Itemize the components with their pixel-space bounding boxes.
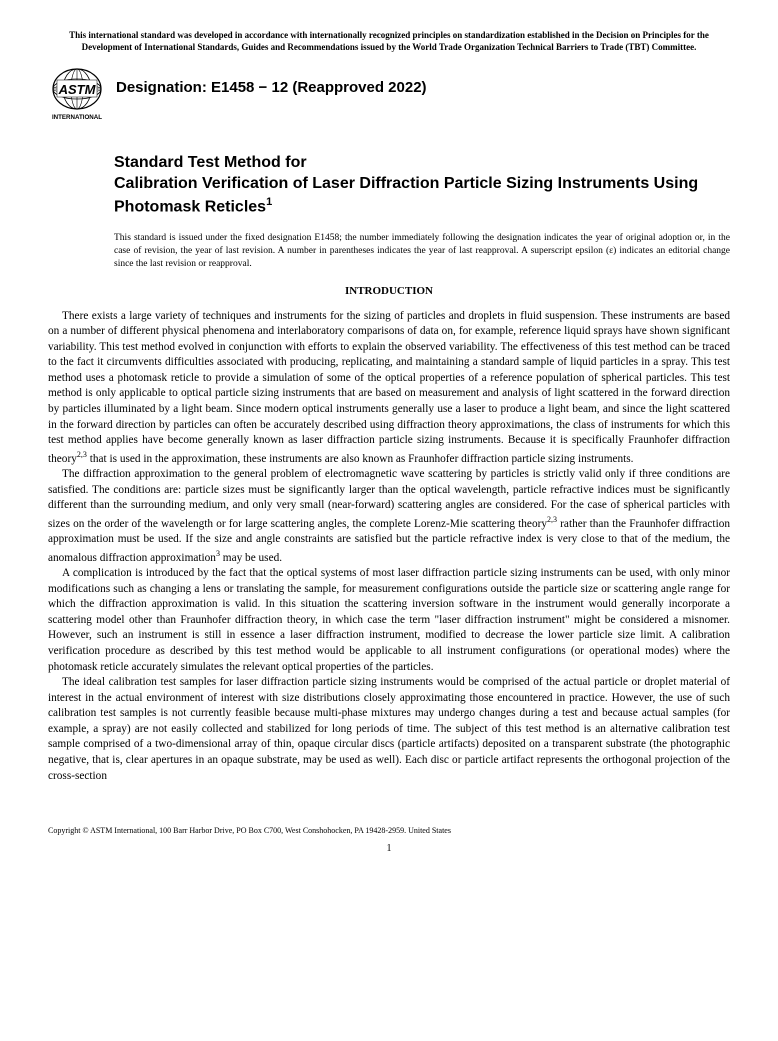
astm-logo: ASTM INTERNATIONAL <box>48 65 106 123</box>
svg-text:ASTM: ASTM <box>58 82 97 97</box>
title-superscript: 1 <box>266 196 272 208</box>
designation: Designation: E1458 − 12 (Reapproved 2022… <box>116 79 427 96</box>
title-main-text: Calibration Verification of Laser Diffra… <box>114 175 698 215</box>
intro-para-1: There exists a large variety of techniqu… <box>48 309 730 468</box>
para2-text-c: may be used. <box>220 552 282 564</box>
para1-text-a: There exists a large variety of techniqu… <box>48 310 730 465</box>
title-block: Standard Test Method for Calibration Ver… <box>114 153 730 218</box>
title-prefix: Standard Test Method for <box>114 153 730 174</box>
para2-sup1: 2,3 <box>547 515 557 524</box>
page-number: 1 <box>48 843 730 854</box>
disclaimer: This standard is issued under the fixed … <box>114 232 730 270</box>
header-section: ASTM INTERNATIONAL Designation: E1458 − … <box>48 65 730 123</box>
intro-para-3: A complication is introduced by the fact… <box>48 566 730 675</box>
intro-para-4: The ideal calibration test samples for l… <box>48 675 730 784</box>
copyright: Copyright © ASTM International, 100 Barr… <box>48 826 730 835</box>
para1-sup1: 2,3 <box>77 450 87 459</box>
title-main: Calibration Verification of Laser Diffra… <box>114 174 730 218</box>
svg-text:INTERNATIONAL: INTERNATIONAL <box>52 114 102 121</box>
introduction-heading: INTRODUCTION <box>48 285 730 297</box>
intro-para-2: The diffraction approximation to the gen… <box>48 467 730 566</box>
para1-text-b: that is used in the approximation, these… <box>87 453 634 465</box>
top-notice: This international standard was develope… <box>48 30 730 53</box>
